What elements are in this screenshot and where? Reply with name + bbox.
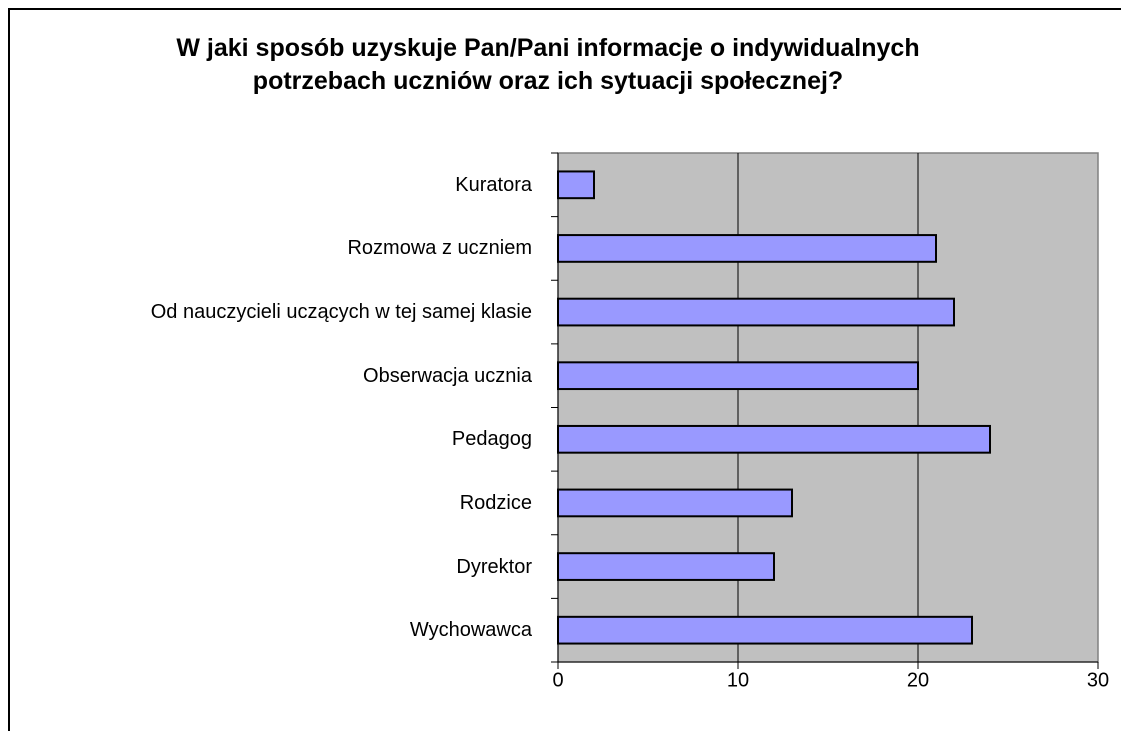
bar — [557, 297, 955, 327]
bar — [557, 170, 595, 200]
x-tick-label: 20 — [907, 669, 929, 691]
y-tick-label: Rodzice — [459, 491, 532, 514]
bar — [557, 424, 991, 454]
x-tick-label: 0 — [552, 669, 563, 691]
x-tick-label: 30 — [1087, 669, 1109, 691]
y-tick-label: Rozmowa z uczniem — [347, 237, 532, 260]
bar — [557, 361, 919, 391]
bar — [557, 615, 973, 645]
y-tick-label: Kuratora — [455, 173, 532, 196]
bar — [557, 488, 793, 518]
plot-area — [557, 152, 1099, 663]
y-tick-label: Obserwacja ucznia — [363, 364, 532, 387]
y-tick-label: Pedagog — [451, 428, 532, 451]
chart-title: W jaki sposób uzyskuje Pan/Pani informac… — [176, 34, 920, 95]
bar — [557, 552, 775, 581]
x-tick-label: 10 — [727, 669, 749, 691]
y-tick-label: Wychowawca — [409, 619, 532, 642]
frame — [8, 8, 1121, 731]
y-tick-label: Od nauczycieli uczących w tej samej klas… — [150, 301, 532, 324]
bar — [557, 234, 937, 263]
y-tick-label: Dyrektor — [456, 555, 532, 578]
